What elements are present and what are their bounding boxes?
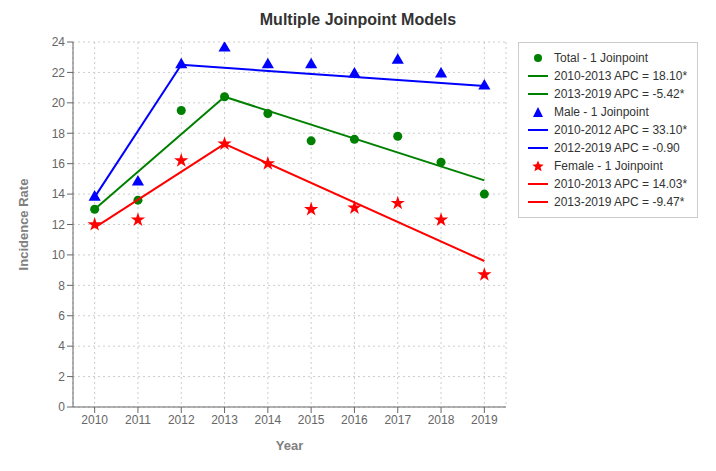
- svg-text:2018: 2018: [428, 413, 455, 427]
- svg-text:0: 0: [58, 400, 65, 414]
- svg-text:24: 24: [52, 35, 66, 49]
- svg-text:Incidence Rate: Incidence Rate: [16, 179, 31, 271]
- html-text:2013-2019 APC = -5.42*: 2013-2019 APC = -5.42*: [554, 87, 685, 101]
- html-text:2012-2019 APC = -0.90: 2012-2019 APC = -0.90: [554, 141, 680, 155]
- html-text:Total - 1 Joinpoint: Total - 1 Joinpoint: [554, 51, 649, 65]
- svg-text:2015: 2015: [298, 413, 325, 427]
- svg-text:4: 4: [58, 339, 65, 353]
- svg-text:10: 10: [52, 248, 66, 262]
- svg-text:2012: 2012: [168, 413, 195, 427]
- svg-text:2017: 2017: [384, 413, 411, 427]
- svg-text:2019: 2019: [471, 413, 498, 427]
- svg-text:12: 12: [52, 218, 66, 232]
- svg-text:16: 16: [52, 157, 66, 171]
- html-text:Female - 1 Joinpoint: Female - 1 Joinpoint: [554, 159, 663, 173]
- svg-text:2010: 2010: [81, 413, 108, 427]
- svg-text:14: 14: [52, 187, 66, 201]
- svg-text:2016: 2016: [341, 413, 368, 427]
- html-text:2010-2012 APC = 33.10*: 2010-2012 APC = 33.10*: [554, 123, 688, 137]
- svg-text:2014: 2014: [254, 413, 281, 427]
- html-text:Male - 1 Joinpoint: Male - 1 Joinpoint: [554, 105, 649, 119]
- svg-text:2013: 2013: [211, 413, 238, 427]
- svg-text:6: 6: [58, 309, 65, 323]
- html-text:2010-2013 APC = 18.10*: 2010-2013 APC = 18.10*: [554, 69, 688, 83]
- svg-text:2011: 2011: [125, 413, 151, 427]
- html-text:2013-2019 APC = -9.47*: 2013-2019 APC = -9.47*: [554, 195, 685, 209]
- svg-text:20: 20: [52, 96, 66, 110]
- svg-text:Year: Year: [276, 438, 303, 453]
- svg-text:18: 18: [52, 127, 66, 141]
- svg-text:8: 8: [58, 279, 65, 293]
- html-text:2010-2013 APC = 14.03*: 2010-2013 APC = 14.03*: [554, 177, 688, 191]
- svg-text:2: 2: [58, 370, 65, 384]
- html-text:Multiple Joinpoint Models: Multiple Joinpoint Models: [259, 11, 457, 28]
- svg-text:22: 22: [52, 66, 66, 80]
